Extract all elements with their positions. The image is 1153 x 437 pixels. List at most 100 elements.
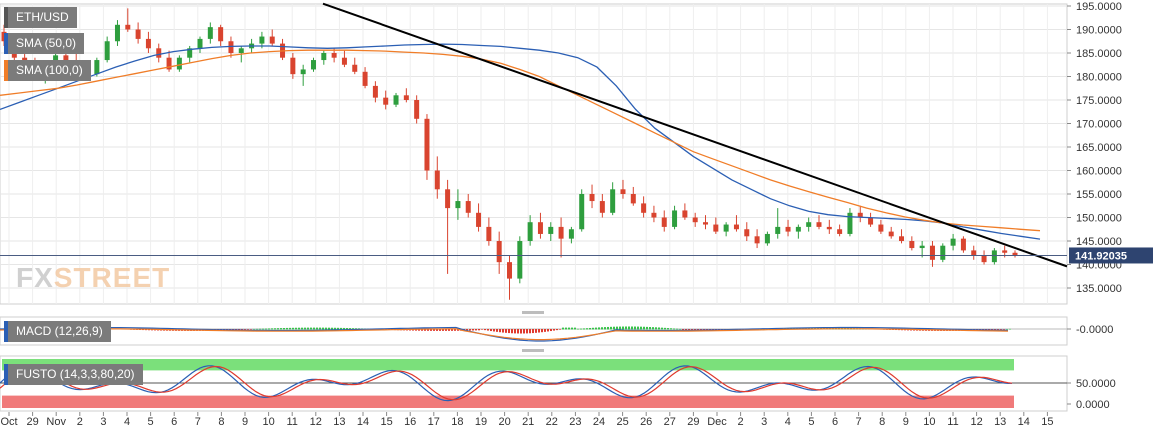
macd-histogram-bar [349,328,351,330]
candle-body [321,53,327,61]
macd-line [0,326,1009,342]
price-tick-label: 135.0000 [1076,283,1122,295]
macd-histogram-bar [586,328,588,330]
candle-body [785,226,791,232]
macd-histogram-bar [301,327,303,330]
time-tick-label: 22 [546,416,558,428]
sma100-line [0,49,1041,232]
candle-body [548,226,554,234]
macd-histogram-bar [997,329,999,330]
candle-body [393,95,399,105]
candles [1,8,1018,300]
macd-histogram-bar [424,329,426,331]
candle-body [290,57,296,75]
candle-body [507,262,512,279]
price-tick-label: 165.0000 [1076,142,1122,154]
macd-histogram-bar [628,326,630,330]
price-axis: 195.0000 190.0000 185.0000 180.0000 175.0000… [1067,1,1153,295]
macd-histogram-bar [640,326,642,330]
main-panel-frame [0,3,1068,305]
candle-body [754,236,760,244]
fusto-d-line [0,365,1013,401]
macd-histogram-bar [445,329,447,331]
macd-histogram-bar [442,329,444,331]
time-tick-label: 20 [498,416,510,428]
candle-body [259,36,265,44]
candle-body [837,229,843,234]
candle-body [558,226,564,239]
macd-histogram-bar [637,326,639,330]
macd-histogram-bar [262,328,264,330]
macd-histogram-bar [427,329,429,331]
macd-histogram-bar [619,326,621,330]
candle-body [713,224,719,232]
time-tick-label: 16 [404,416,416,428]
macd-histogram-bar [610,326,612,330]
time-tick-label: 21 [522,416,534,428]
macd-histogram-bar [319,327,321,330]
macd-histogram-bar [283,328,285,330]
fusto-overbought-zone [2,359,1014,371]
macd-histogram-bar [574,327,576,330]
macd-histogram-bar [304,327,306,330]
price-tick-label: 155.0000 [1076,189,1122,201]
candle-body [703,222,709,225]
macd-histogram-bar [616,326,618,330]
macd-histogram-bar [484,329,486,331]
macd-histogram-bar [1003,329,1005,330]
macd-histogram-bar [481,329,483,330]
candle-body [599,201,605,213]
legend-fusto[interactable]: FUSTO (14,3,3,80,20) [4,364,143,385]
legend-sma50[interactable]: SMA (50,0) [4,33,85,54]
candle-body [826,226,832,230]
candle-body [692,217,698,223]
macd-histogram-bar [346,328,348,330]
time-axis: Oct 29 Nov 2 3 4 5 6 7 8 9 10 11 12 13 14 15 16 17 18 19 20 21… [0,412,1054,428]
candle-body [476,212,482,227]
candle-body [651,212,657,218]
candle-body [950,238,956,246]
macd-histogram-bar [994,329,996,330]
macd-histogram-bar [559,329,561,330]
macd-histogram-bar [604,327,606,330]
time-tick-label: 18 [451,416,463,428]
macd-histogram-bar [499,329,501,333]
macd-histogram-bar [580,328,582,330]
macd-histogram-bar [469,329,471,331]
macd-histogram-bar [265,328,267,330]
legend-macd-text: MACD (12,26,9) [16,324,103,338]
time-tick-label: 9 [242,416,248,428]
macd-histogram-bar [280,328,282,330]
candle-body [434,170,440,190]
macd-histogram-bar [439,329,441,331]
candle-body [733,224,739,230]
macd-histogram-bar [598,327,600,330]
legend-macd[interactable]: MACD (12,26,9) [4,321,111,342]
time-tick-label: 14 [357,416,369,428]
candle-body [63,55,69,63]
macd-histogram-bar [322,327,324,330]
candle-body [176,57,182,70]
candle-body [816,222,822,227]
macd-histogram-bar [268,328,270,330]
time-tick-label: Dec [707,416,727,428]
time-tick-label: 14 [1018,416,1030,428]
candle-body [310,60,316,70]
macd-histogram-bar [523,329,525,334]
macd-histogram-bar [622,326,624,330]
macd-histogram-bar [517,329,519,334]
time-tick-label: 2 [738,416,744,428]
candle-body [1002,250,1008,253]
price-tick-label: 190.0000 [1076,25,1122,37]
candle-body [496,241,502,263]
symbol-swatch [4,7,8,28]
candle-body [362,71,368,86]
candle-body [568,229,574,239]
candle-body [300,69,306,75]
price-tick-label: 185.0000 [1076,48,1122,60]
candle-body [238,48,244,53]
candle-body [197,38,203,49]
legend-sma100[interactable]: SMA (100,0) [4,60,91,81]
candle-body [352,64,358,72]
